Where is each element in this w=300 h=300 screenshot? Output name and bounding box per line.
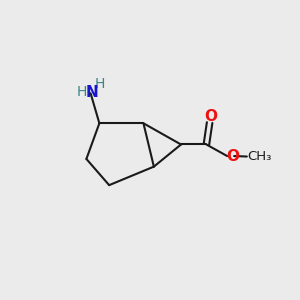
Text: O: O — [226, 149, 239, 164]
Text: N: N — [85, 85, 98, 100]
Text: O: O — [204, 109, 217, 124]
Text: H: H — [76, 85, 87, 99]
Text: CH₃: CH₃ — [247, 150, 272, 163]
Text: H: H — [94, 77, 105, 91]
